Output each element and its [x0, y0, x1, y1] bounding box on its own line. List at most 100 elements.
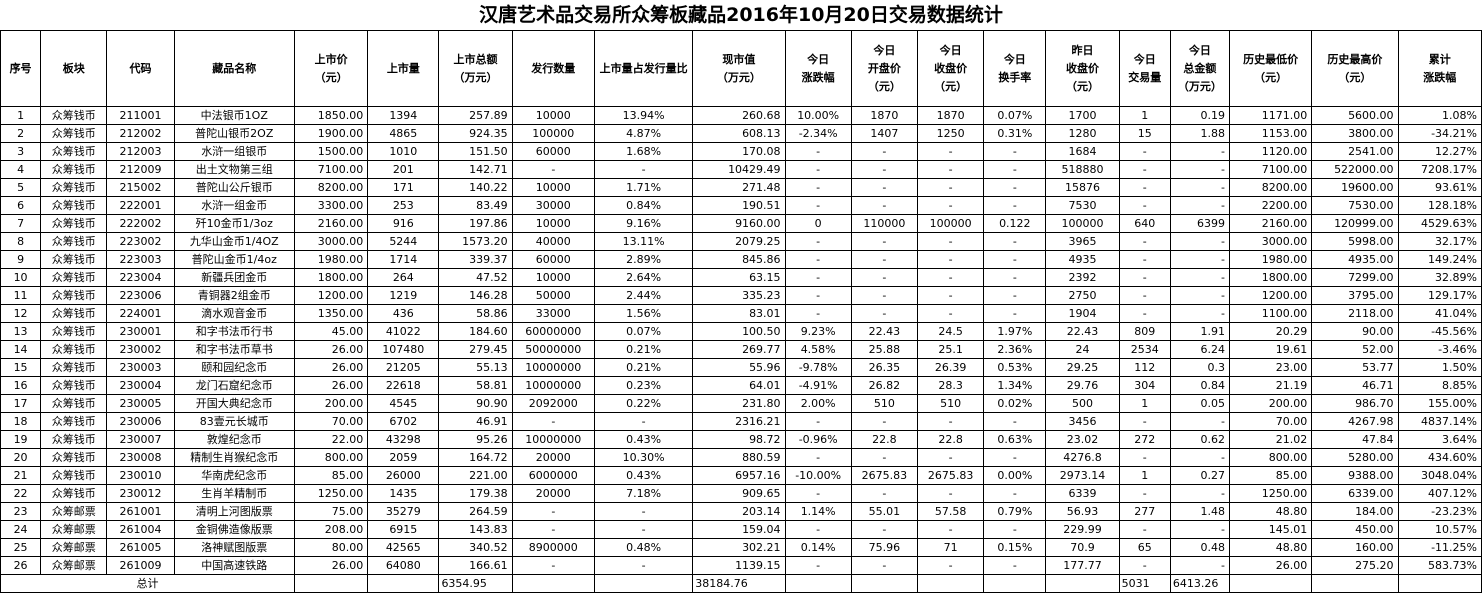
- table-cell: 41022: [367, 322, 440, 341]
- table-cell: 26.00: [293, 358, 369, 377]
- table-cell: 510: [850, 394, 919, 413]
- table-cell: -: [1118, 268, 1171, 287]
- table-cell: 众筹钱币: [40, 448, 108, 467]
- table-cell: 15: [1118, 124, 1171, 143]
- total-cell-empty: [1397, 574, 1482, 593]
- table-cell: -9.78%: [784, 358, 852, 377]
- column-header: 板块: [40, 30, 108, 107]
- table-cell: 65: [1118, 538, 1171, 557]
- table-cell: 1800.00: [293, 268, 369, 287]
- table-cell: 1684: [1045, 142, 1120, 161]
- table-row: 12 众筹钱币 224001 滴水观音金币 1350.00 436 58.86 33000 1.…: [0, 304, 1482, 323]
- table-cell: 0: [784, 214, 852, 233]
- table-row: 14 众筹钱币 230002 和字书法币草书 26.00 107480 279.45 5000…: [0, 340, 1482, 359]
- table-row: 7 众筹钱币 222002 歼10金币1/3oz 2160.00 916 197.86 100…: [0, 214, 1482, 233]
- table-cell: 98.72: [692, 430, 786, 449]
- table-cell: 7.18%: [593, 484, 694, 503]
- table-cell: 开国大典纪念币: [173, 394, 295, 413]
- table-cell: 出土文物第三组: [173, 160, 295, 179]
- table-cell: 3965: [1045, 232, 1120, 251]
- table-cell: 93.61%: [1397, 178, 1482, 197]
- table-cell: -: [784, 178, 852, 197]
- table-cell: 42565: [367, 538, 440, 557]
- table-cell: 434.60%: [1397, 448, 1482, 467]
- table-cell: 800.00: [1229, 448, 1313, 467]
- column-header: 今日 收盘价 （元）: [916, 30, 985, 107]
- table-cell: 5: [0, 178, 42, 197]
- table-cell: 16: [0, 376, 42, 395]
- table-cell: 29.25: [1045, 358, 1120, 377]
- table-cell: 6957.16: [692, 466, 786, 485]
- total-cell-empty: [850, 574, 919, 593]
- table-cell: 普陀山金币1/4oz: [173, 250, 295, 269]
- column-header: 昨日 收盘价 （元）: [1045, 30, 1120, 107]
- table-cell: -: [784, 142, 852, 161]
- table-cell: 1.34%: [983, 376, 1047, 395]
- table-cell: 0.31%: [983, 124, 1047, 143]
- table-row: 10 众筹钱币 223004 新疆兵团金币 1800.00 264 47.52 10000 2.…: [0, 268, 1482, 287]
- table-cell: 7100.00: [293, 160, 369, 179]
- table-cell: 32.89%: [1397, 268, 1482, 287]
- table-cell: 3795.00: [1311, 286, 1399, 305]
- table-cell: 众筹钱币: [40, 214, 108, 233]
- table-cell: -: [1169, 178, 1231, 197]
- table-cell: 歼10金币1/3oz: [173, 214, 295, 233]
- table-cell: 279.45: [438, 340, 513, 359]
- table-cell: 2.44%: [593, 286, 694, 305]
- table-cell: -: [784, 304, 852, 323]
- table-cell: 100000: [916, 214, 985, 233]
- table-cell: 21.02: [1229, 430, 1313, 449]
- total-cell-empty: [593, 574, 694, 593]
- table-cell: 340.52: [438, 538, 513, 557]
- table-cell: 10.57%: [1397, 520, 1482, 539]
- table-cell: 0.07%: [593, 322, 694, 341]
- table-cell: -: [983, 412, 1047, 431]
- table-cell: 众筹钱币: [40, 268, 108, 287]
- table-cell: -: [784, 160, 852, 179]
- table-cell: 110000: [850, 214, 919, 233]
- table-cell: 26: [0, 556, 42, 575]
- column-header: 累计 涨跌幅: [1397, 30, 1482, 107]
- table-cell: 271.48: [692, 178, 786, 197]
- table-cell: 7100.00: [1229, 160, 1313, 179]
- table-cell: 1.08%: [1397, 106, 1482, 125]
- table-cell: -: [784, 268, 852, 287]
- table-cell: 275.20: [1311, 556, 1399, 575]
- table-cell: -: [983, 196, 1047, 215]
- table-cell: 23: [0, 502, 42, 521]
- table-row: 8 众筹钱币 223002 九华山金币1/4OZ 3000.00 5244 1573.20 4…: [0, 232, 1482, 251]
- table-cell: 257.89: [438, 106, 513, 125]
- table-cell: -: [916, 268, 985, 287]
- table-cell: 2541.00: [1311, 142, 1399, 161]
- table-cell: 10429.49: [692, 160, 786, 179]
- table-cell: 200.00: [1229, 394, 1313, 413]
- table-cell: 1120.00: [1229, 142, 1313, 161]
- table-cell: 生肖羊精制币: [173, 484, 295, 503]
- table-cell: 264.59: [438, 502, 513, 521]
- table-cell: -: [1169, 556, 1231, 575]
- table-cell: 9160.00: [692, 214, 786, 233]
- table-cell: 6: [0, 196, 42, 215]
- table-cell: 10000000: [511, 376, 595, 395]
- table-cell: -11.25%: [1397, 538, 1482, 557]
- table-cell: 261005: [106, 538, 175, 557]
- total-cell-empty: [293, 574, 369, 593]
- table-cell: 9.16%: [593, 214, 694, 233]
- table-cell: 13.11%: [593, 232, 694, 251]
- table-cell: 3000.00: [1229, 232, 1313, 251]
- table-cell: 众筹钱币: [40, 124, 108, 143]
- table-cell: -: [1118, 286, 1171, 305]
- table-cell: -: [916, 520, 985, 539]
- table-cell: -: [850, 556, 919, 575]
- table-cell: 颐和园纪念币: [173, 358, 295, 377]
- table-cell: 15876: [1045, 178, 1120, 197]
- table-cell: 83.49: [438, 196, 513, 215]
- table-cell: 1.91: [1169, 322, 1231, 341]
- table-cell: 众筹钱币: [40, 322, 108, 341]
- table-cell: -: [1169, 250, 1231, 269]
- table-cell: 0.3: [1169, 358, 1231, 377]
- table-cell: 6339.00: [1311, 484, 1399, 503]
- table-cell: 107480: [367, 340, 440, 359]
- table-cell: 2059: [367, 448, 440, 467]
- table-cell: 4: [0, 160, 42, 179]
